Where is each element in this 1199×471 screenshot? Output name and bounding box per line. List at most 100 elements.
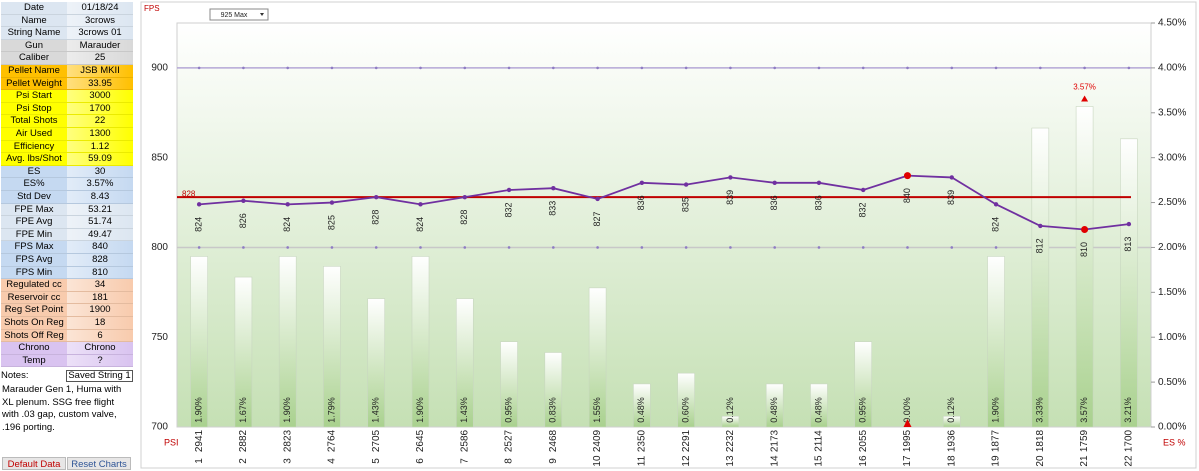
x-tick-label: 19 — [991, 455, 1002, 467]
bar-value-label: 1.67% — [238, 397, 248, 423]
fps-value-label: 824 — [990, 217, 1000, 232]
bar-value-label: 3.21% — [1123, 397, 1133, 423]
panel-row: Air Used 1300 — [1, 128, 133, 141]
fps-point — [285, 202, 290, 207]
bar — [854, 341, 873, 428]
y2-tick-label: 2.50% — [1158, 197, 1186, 208]
y2-tick-label: 1.00% — [1158, 332, 1186, 343]
grid-dot — [374, 246, 378, 249]
dropdown[interactable] — [209, 8, 269, 21]
panel-value: 33.95 — [67, 77, 133, 90]
fps-point — [418, 202, 423, 207]
bar — [721, 415, 740, 428]
grid-dot — [640, 246, 644, 249]
panel-label: Regulated cc — [6, 279, 62, 291]
bar — [411, 256, 430, 428]
grid-dot — [507, 66, 511, 70]
y-tick-label: 750 — [151, 332, 168, 343]
panel-label: ES% — [23, 178, 45, 190]
bar — [190, 256, 208, 428]
max-label: 3.57% — [1073, 83, 1096, 92]
panel-label: Std Dev — [17, 191, 51, 202]
panel-label: Psi Start — [16, 90, 52, 102]
panel-row: Psi Start 3000 — [1, 90, 133, 103]
fps-point — [329, 200, 335, 205]
x-tick-label: 22 — [1124, 455, 1135, 467]
x-tick-label: 18 — [946, 455, 957, 467]
fps-value-label: 813 — [1123, 237, 1133, 252]
grid-dot — [463, 66, 467, 70]
fps-point — [639, 180, 645, 186]
fps-value-label: 812 — [1035, 238, 1045, 253]
bar-value-label: 0.48% — [636, 397, 646, 423]
default-data-button[interactable]: Default Data — [2, 457, 66, 470]
panel-value: JSB MKII — [67, 65, 133, 77]
panel-value: 810 — [67, 266, 133, 279]
y2-tick-label: 0.50% — [1158, 377, 1186, 388]
reset-charts-button[interactable]: Reset Charts — [67, 457, 131, 470]
grid-dot — [242, 66, 245, 70]
y2-tick-label: 2.00% — [1158, 242, 1186, 253]
panel-value: 3crows — [67, 14, 133, 27]
fps-value-label: 832 — [858, 202, 868, 217]
fps-value-label: 826 — [238, 213, 248, 228]
fps-point — [595, 196, 600, 202]
fps-value-label: 832 — [503, 202, 513, 217]
grid-dot — [994, 66, 998, 70]
psi-label: 2645 — [415, 429, 426, 452]
panel-value: 1700 — [67, 102, 133, 115]
x-tick-label: 17 — [902, 455, 913, 467]
grid-dot — [1039, 66, 1042, 70]
bar-value-label: 1.79% — [326, 397, 336, 423]
bar — [500, 341, 518, 428]
dropdown-label[interactable]: 925 Max — [221, 12, 248, 19]
psi-label: 2705 — [371, 429, 382, 452]
grid-dot — [197, 66, 201, 70]
fps-value-label: 839 — [725, 190, 735, 205]
x-tick-label: 3 — [282, 458, 293, 464]
bar — [810, 383, 828, 428]
psi-label: 2291 — [681, 429, 692, 452]
psi-label: 2823 — [282, 429, 293, 452]
grid-dot — [817, 66, 821, 70]
panel-row: ES 30 — [1, 165, 133, 179]
grid-dot — [729, 246, 732, 249]
bar-value-label: 0.60% — [681, 397, 691, 423]
fps-point — [1038, 223, 1043, 229]
grid-dot — [419, 66, 422, 70]
fps-point — [683, 182, 689, 187]
psi-label: 1936 — [946, 429, 957, 452]
grid-dot — [950, 246, 954, 249]
max-marker — [1081, 95, 1089, 102]
panel-value: 01/18/24 — [67, 2, 133, 14]
y-tick-label: 900 — [151, 63, 168, 74]
fps-value-label: 824 — [282, 217, 292, 232]
y-tick-label: 800 — [151, 242, 168, 253]
grid-dot — [242, 246, 245, 249]
x-tick-label: 10 — [592, 455, 603, 467]
bar-value-label: 0.48% — [813, 397, 823, 423]
plot-area — [176, 22, 1152, 428]
panel-value: ? — [67, 354, 133, 367]
bar-value-label: 3.33% — [1035, 397, 1045, 423]
panel-row: Psi Stop 1700 — [1, 102, 133, 116]
panel-value: 30 — [67, 165, 133, 178]
notes-row: Notes: Saved String 1 — [1, 370, 133, 382]
psi-label: 2114 — [814, 430, 825, 452]
panel-label: Total Shots — [10, 115, 58, 127]
x-tick-label: 6 — [415, 458, 426, 464]
psi-label: 1995 — [902, 429, 913, 452]
fps-value-label: 835 — [681, 197, 691, 212]
psi-label: 2882 — [238, 429, 249, 452]
panel-label: Name — [21, 14, 47, 26]
notes-value[interactable]: Saved String 1 — [66, 370, 133, 382]
bar-value-label: 3.57% — [1079, 397, 1089, 423]
fps-value-label: 827 — [592, 211, 602, 226]
psi-label: 2764 — [327, 429, 338, 452]
bar-value-label: 1.90% — [194, 397, 204, 423]
x-tick-label: 11 — [637, 455, 648, 466]
grid-dot — [286, 246, 289, 249]
bar-value-label: 1.90% — [415, 397, 425, 423]
panel-value: 22 — [67, 115, 133, 127]
panel-row: Pellet Weight 33.95 — [1, 77, 133, 91]
